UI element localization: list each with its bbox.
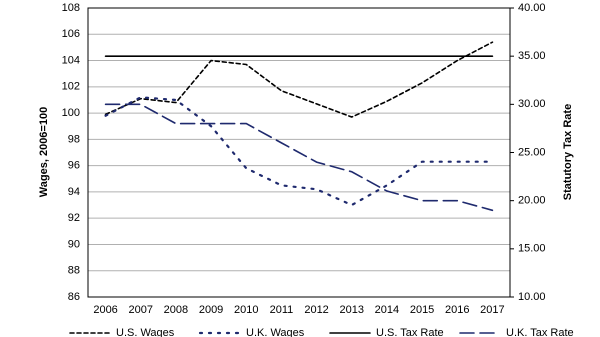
x-tick-label: 2006 bbox=[93, 304, 117, 316]
y2-tick-label: 20.00 bbox=[518, 195, 546, 207]
y-tick-label: 86 bbox=[68, 291, 80, 303]
y-tick-label: 98 bbox=[68, 133, 80, 145]
x-tick-label: 2017 bbox=[480, 304, 504, 316]
x-tick-label: 2014 bbox=[375, 304, 399, 316]
legend-label: U.K. Tax Rate bbox=[506, 327, 574, 337]
x-tick-label: 2016 bbox=[445, 304, 469, 316]
x-tick-label: 2015 bbox=[410, 304, 434, 316]
legend-label: U.K. Wages bbox=[246, 327, 305, 337]
legend-label: U.S. Tax Rate bbox=[376, 327, 444, 337]
y2-axis-title: Statutory Tax Rate bbox=[562, 104, 574, 200]
y2-tick-label: 15.00 bbox=[518, 243, 546, 255]
y2-tick-label: 30.00 bbox=[518, 98, 546, 110]
x-tick-label: 2013 bbox=[340, 304, 364, 316]
y-tick-label: 88 bbox=[68, 265, 80, 277]
series-line bbox=[104, 41, 494, 118]
y-tick-label: 106 bbox=[62, 28, 80, 40]
y2-tick-label: 10.00 bbox=[518, 291, 546, 303]
y2-tick-label: 40.00 bbox=[518, 2, 546, 14]
x-tick-label: 2009 bbox=[199, 304, 223, 316]
x-tick-label: 2010 bbox=[234, 304, 258, 316]
x-tick-label: 2007 bbox=[129, 304, 153, 316]
y-tick-label: 94 bbox=[68, 186, 80, 198]
x-tick-label: 2008 bbox=[164, 304, 188, 316]
y-tick-label: 102 bbox=[62, 81, 80, 93]
y-tick-label: 108 bbox=[62, 2, 80, 14]
y2-tick-label: 25.00 bbox=[518, 146, 546, 158]
y-tick-label: 104 bbox=[62, 54, 80, 66]
y-tick-label: 100 bbox=[62, 107, 80, 119]
y-tick-label: 92 bbox=[68, 212, 80, 224]
plot-frame bbox=[87, 7, 511, 298]
legend-label: U.S. Wages bbox=[116, 327, 175, 337]
y-tick-label: 96 bbox=[68, 160, 80, 172]
x-tick-label: 2012 bbox=[304, 304, 328, 316]
y-axis-title: Wages, 2006=100 bbox=[38, 107, 50, 197]
series-line bbox=[104, 103, 494, 212]
y2-tick-label: 35.00 bbox=[518, 50, 546, 62]
y-tick-label: 90 bbox=[68, 238, 80, 250]
x-tick-label: 2011 bbox=[270, 304, 294, 316]
